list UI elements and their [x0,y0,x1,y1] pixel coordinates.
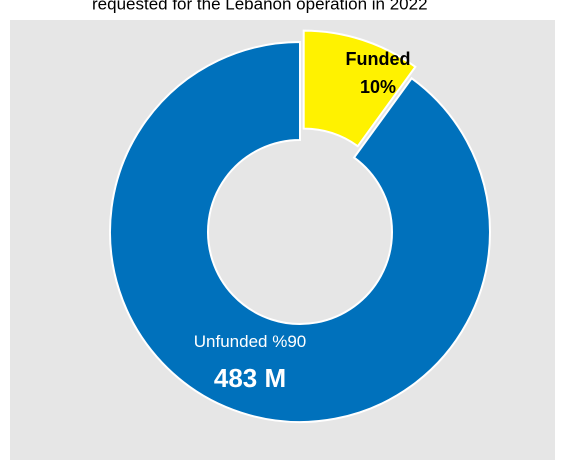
value-label: %90 [272,332,306,351]
donut-slice [302,29,417,148]
slice-label: Funded [346,49,411,69]
chart-title: requested for the Lebanon operation in 2… [92,0,428,13]
value-label: 10% [360,77,396,97]
donut-slice [109,40,491,423]
annotation: 483 M [214,363,286,393]
donut [109,29,491,423]
category: Unfunded [194,332,268,351]
slice-label: Unfunded %90 [194,332,307,351]
